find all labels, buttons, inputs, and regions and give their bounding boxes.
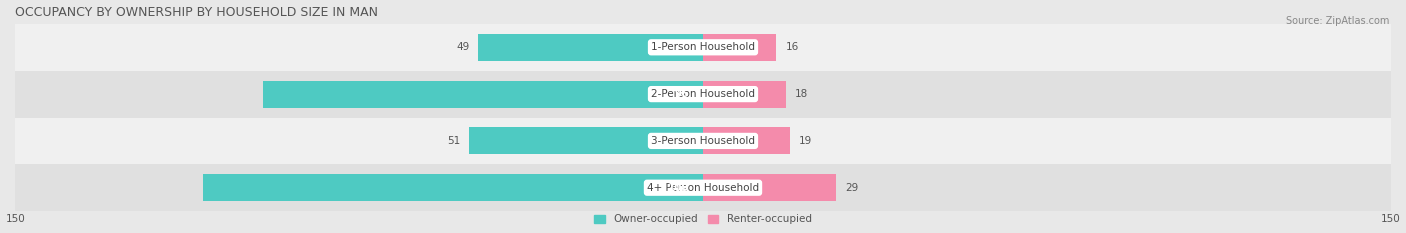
Bar [15,164,1391,211]
Bar [478,34,703,61]
Bar [470,127,703,154]
Text: Source: ZipAtlas.com: Source: ZipAtlas.com [1285,16,1389,26]
Text: OCCUPANCY BY OWNERSHIP BY HOUSEHOLD SIZE IN MAN: OCCUPANCY BY OWNERSHIP BY HOUSEHOLD SIZE… [15,6,378,19]
Text: 49: 49 [456,42,470,52]
Bar [204,174,703,201]
Text: 29: 29 [845,183,858,193]
Text: 19: 19 [799,136,813,146]
Text: 2-Person Household: 2-Person Household [651,89,755,99]
Text: 18: 18 [794,89,808,99]
Text: 1-Person Household: 1-Person Household [651,42,755,52]
Bar [703,127,790,154]
Text: 4+ Person Household: 4+ Person Household [647,183,759,193]
Legend: Owner-occupied, Renter-occupied: Owner-occupied, Renter-occupied [591,210,815,228]
Bar [703,34,776,61]
Text: 96: 96 [675,89,689,99]
Bar [703,174,837,201]
Bar [263,81,703,108]
Text: 109: 109 [668,183,689,193]
Bar [15,24,1391,71]
Text: 51: 51 [447,136,460,146]
Bar [15,71,1391,117]
Bar [703,81,786,108]
Text: 16: 16 [786,42,799,52]
Text: 3-Person Household: 3-Person Household [651,136,755,146]
Bar [15,117,1391,164]
